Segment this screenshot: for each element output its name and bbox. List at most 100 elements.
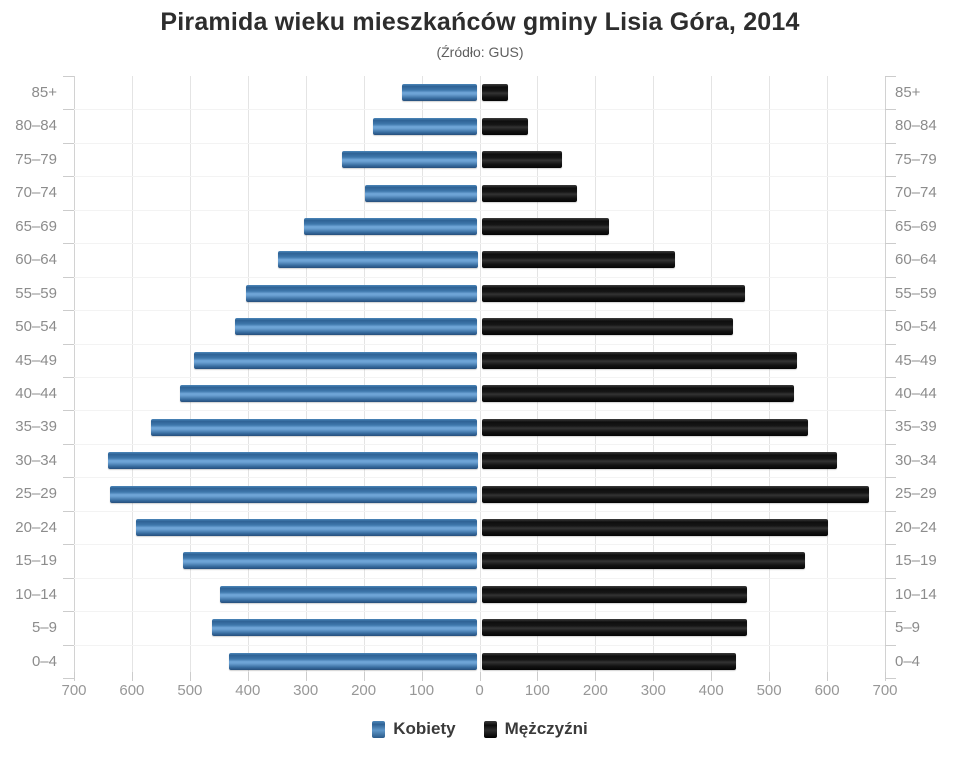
bar-kobiety-45–49[interactable] <box>194 351 478 369</box>
bar-kobiety-50–54[interactable] <box>234 318 478 336</box>
bar-kobiety-85+[interactable] <box>402 84 478 102</box>
bar-mężczyźni-85+[interactable] <box>481 84 508 102</box>
x-axis-label-2: 500 <box>177 682 203 699</box>
bar-kobiety-65–69[interactable] <box>304 218 478 235</box>
age-label-left-5–9: 5–9 <box>31 619 57 637</box>
bar-kobiety-70–74[interactable] <box>364 184 478 202</box>
age-label-right-70–74: 70–74 <box>895 184 937 202</box>
bar-mężczyźni-35–39[interactable] <box>481 418 809 436</box>
bar-kobiety-55–59[interactable] <box>246 284 478 302</box>
age-label-right-45–49: 45–49 <box>895 351 937 369</box>
age-label-right-40–44: 40–44 <box>895 385 937 402</box>
age-label-right-55–59: 55–59 <box>895 284 937 302</box>
age-label-right-0–4: 0–4 <box>895 652 921 670</box>
right-axis-tick-18 <box>885 678 896 679</box>
age-label-left-0–4: 0–4 <box>31 652 57 670</box>
age-label-right-15–19: 15–19 <box>895 552 937 570</box>
right-axis-tick-16 <box>885 611 896 613</box>
bar-mężczyźni-70–74[interactable] <box>481 184 577 202</box>
left-axis-tick-11 <box>63 443 74 445</box>
left-axis-tick-12 <box>63 477 74 479</box>
age-label-right-65–69: 65–69 <box>895 217 937 235</box>
age-label-right-30–34: 30–34 <box>895 451 937 469</box>
bar-mężczyźni-55–59[interactable] <box>481 284 745 302</box>
right-axis-tick-13 <box>885 510 896 512</box>
right-axis-tick-3 <box>885 176 896 178</box>
age-label-left-55–59: 55–59 <box>15 284 57 302</box>
bar-kobiety-35–39[interactable] <box>150 418 478 436</box>
age-label-left-70–74: 70–74 <box>15 184 57 202</box>
bar-mężczyźni-75–79[interactable] <box>481 151 563 169</box>
bar-mężczyźni-80–84[interactable] <box>481 117 528 135</box>
age-label-right-10–14: 10–14 <box>895 585 937 603</box>
bar-kobiety-25–29[interactable] <box>110 485 478 503</box>
right-axis-tick-6 <box>885 276 896 278</box>
right-axis-tick-0 <box>885 76 896 77</box>
right-axis-tick-14 <box>885 544 896 546</box>
age-label-left-80–84: 80–84 <box>15 117 57 135</box>
bar-kobiety-10–14[interactable] <box>220 585 478 603</box>
bar-mężczyźni-40–44[interactable] <box>481 385 794 403</box>
bar-mężczyźni-50–54[interactable] <box>481 318 733 336</box>
x-axis-label-11: 400 <box>698 682 724 699</box>
age-label-left-25–29: 25–29 <box>15 485 57 503</box>
bar-mężczyźni-65–69[interactable] <box>481 218 609 235</box>
x-axis-label-4: 300 <box>293 682 319 699</box>
bar-kobiety-15–19[interactable] <box>182 552 478 570</box>
x-axis-label-14: 700 <box>872 682 898 699</box>
x-axis-tick-1 <box>131 672 133 681</box>
row-gridline-11 <box>74 443 885 445</box>
right-axis-tick-10 <box>885 410 896 412</box>
age-label-left-65–69: 65–69 <box>15 217 57 235</box>
right-axis-tick-1 <box>885 109 896 111</box>
bar-kobiety-60–64[interactable] <box>278 251 478 269</box>
left-axis-tick-16 <box>63 611 74 613</box>
row-gridline-6 <box>74 276 885 278</box>
x-axis-label-5: 200 <box>351 682 377 699</box>
age-label-right-25–29: 25–29 <box>895 485 937 503</box>
bar-mężczyźni-15–19[interactable] <box>481 552 806 570</box>
x-axis-tick-4 <box>305 672 307 681</box>
legend-label-mezczyzni: Mężczyźni <box>504 719 588 738</box>
x-axis-label-1: 600 <box>119 682 145 699</box>
left-axis-tick-6 <box>63 276 74 278</box>
right-axis-tick-8 <box>885 343 896 345</box>
row-gridline-14 <box>74 544 885 546</box>
bar-mężczyźni-0–4[interactable] <box>481 652 736 670</box>
left-axis-tick-7 <box>63 310 74 312</box>
bar-kobiety-5–9[interactable] <box>211 619 478 637</box>
bar-mężczyźni-45–49[interactable] <box>481 351 797 369</box>
row-gridline-3 <box>74 176 885 178</box>
row-gridline-2 <box>74 142 885 144</box>
age-label-right-50–54: 50–54 <box>895 318 937 336</box>
right-axis-tick-7 <box>885 310 896 312</box>
x-axis-label-7: 0 <box>475 682 484 699</box>
bar-mężczyźni-20–24[interactable] <box>481 519 829 536</box>
age-label-left-50–54: 50–54 <box>15 318 57 336</box>
bar-mężczyźni-30–34[interactable] <box>481 452 838 470</box>
bar-mężczyźni-5–9[interactable] <box>481 619 748 637</box>
age-label-left-45–49: 45–49 <box>15 351 57 369</box>
bar-mężczyźni-10–14[interactable] <box>481 585 748 603</box>
x-axis-tick-14 <box>885 672 886 681</box>
right-axis-tick-4 <box>885 209 896 211</box>
legend-item-kobiety[interactable]: Kobiety <box>372 719 456 739</box>
bar-kobiety-75–79[interactable] <box>341 151 478 169</box>
bar-mężczyźni-60–64[interactable] <box>481 251 676 269</box>
bar-kobiety-30–34[interactable] <box>107 452 478 470</box>
right-axis-tick-12 <box>885 477 896 479</box>
bar-kobiety-0–4[interactable] <box>228 652 478 670</box>
chart-subtitle: (Źródło: GUS) <box>436 44 524 60</box>
bar-kobiety-40–44[interactable] <box>179 385 478 403</box>
x-axis-tick-10 <box>653 672 655 681</box>
legend-item-mezczyzni[interactable]: Mężczyźni <box>483 719 588 739</box>
row-gridline-16 <box>74 611 885 613</box>
x-axis-label-13: 600 <box>814 682 840 699</box>
left-axis-tick-15 <box>63 577 74 579</box>
bar-mężczyźni-25–29[interactable] <box>481 485 869 503</box>
x-axis-tick-11 <box>711 672 713 681</box>
x-axis-tick-7 <box>479 672 481 681</box>
x-axis-tick-0 <box>74 672 75 681</box>
bar-kobiety-20–24[interactable] <box>136 519 478 536</box>
bar-kobiety-80–84[interactable] <box>373 117 478 135</box>
